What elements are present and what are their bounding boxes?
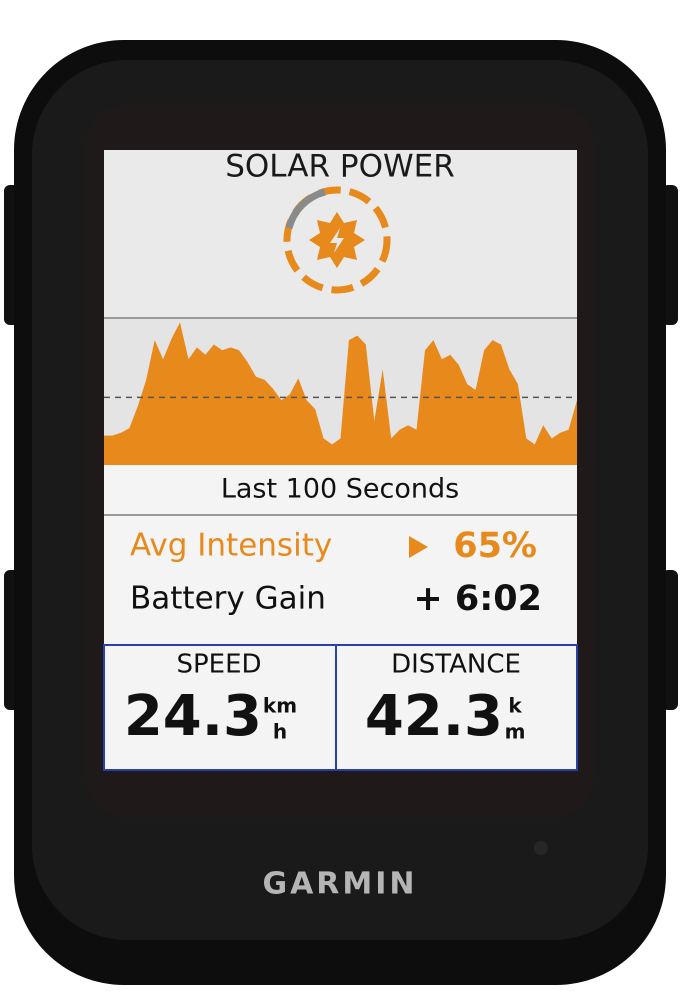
- metric-value: + 6:02: [413, 579, 542, 619]
- solar-area: [104, 322, 577, 465]
- field-value: 42.3: [365, 684, 503, 749]
- field-label: SPEED: [176, 650, 261, 680]
- field-unit: k: [508, 694, 522, 718]
- metric-arrow: [409, 536, 428, 558]
- metric-label: Battery Gain: [130, 581, 326, 617]
- light-sensor: [534, 841, 548, 855]
- field-unit: m: [505, 720, 526, 744]
- icon-bolt: [330, 228, 344, 253]
- field-unit: km: [263, 694, 297, 718]
- field-box: [335, 644, 578, 771]
- field-label: DISTANCE: [391, 650, 521, 680]
- field-unit: h: [273, 720, 287, 744]
- graph-caption: Last 100 Seconds: [221, 474, 459, 505]
- graph: [104, 322, 577, 465]
- sun-icon: [283, 186, 391, 294]
- metric-label: Avg Intensity: [130, 528, 332, 564]
- caption-band: [104, 465, 577, 515]
- field-box: [103, 644, 337, 771]
- icon-ring-gray: [285, 188, 326, 229]
- metrics-bg: [104, 516, 577, 645]
- metric-value: 65%: [453, 526, 537, 566]
- icon-ring: [283, 186, 391, 294]
- brand: GARMIN: [262, 867, 417, 902]
- field-value: 24.3: [124, 684, 262, 749]
- title: SOLAR POWER: [225, 149, 455, 185]
